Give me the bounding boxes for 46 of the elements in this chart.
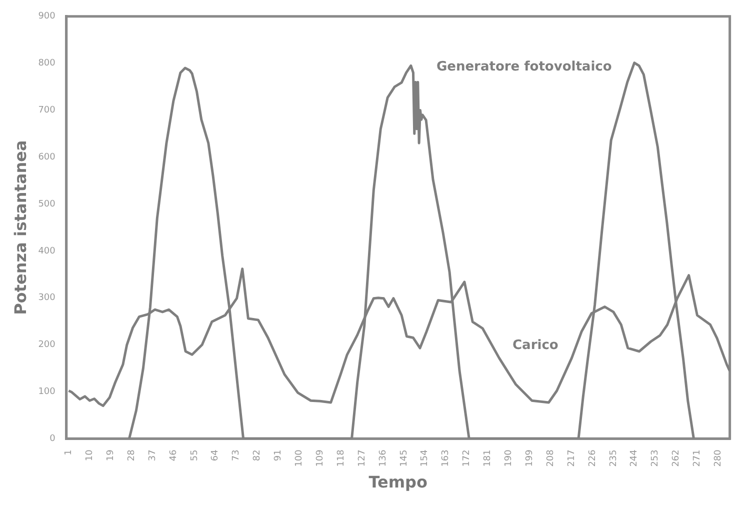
x-tick-label: 253 (650, 450, 661, 467)
series-label: Carico (512, 338, 558, 354)
y-tick-label: 700 (38, 106, 56, 116)
x-tick-label: 1 (64, 450, 74, 456)
x-tick-label: 163 (441, 450, 452, 467)
x-tick-label: 226 (588, 449, 598, 467)
y-tick-label: 900 (38, 12, 56, 22)
series-label: Generatore fotovoltaico (436, 59, 612, 74)
x-tick-label: 73 (232, 450, 242, 462)
y-tick-label: 800 (38, 58, 56, 69)
x-tick-label: 100 (294, 449, 305, 467)
x-tick-label: 55 (190, 450, 200, 462)
y-tick-label: 300 (38, 293, 56, 304)
x-tick-label: 136 (378, 449, 388, 467)
x-tick-label: 91 (274, 450, 284, 462)
y-tick-label: 600 (38, 152, 56, 162)
x-tick-label: 118 (336, 449, 346, 467)
x-tick-label: 190 (504, 449, 514, 467)
x-tick-label: 28 (126, 449, 137, 462)
x-tick-label: 154 (420, 449, 430, 467)
x-tick-label: 82 (252, 450, 263, 462)
y-axis-title: Potenza istantanea (10, 140, 30, 315)
x-tick-label: 280 (714, 449, 724, 467)
y-tick-label: 0 (50, 434, 56, 444)
x-tick-label: 19 (106, 449, 116, 462)
y-tick-label: 500 (38, 199, 56, 210)
x-tick-label: 181 (483, 450, 494, 467)
x-tick-label: 244 (630, 449, 640, 467)
x-tick-label: 172 (462, 450, 472, 467)
x-tick-label: 10 (85, 449, 95, 462)
x-tick-label: 235 (608, 450, 619, 467)
x-tick-label: 37 (148, 450, 158, 462)
x-tick-label: 271 (692, 450, 703, 467)
x-axis-title: Tempo (368, 472, 428, 492)
x-tick-label: 64 (210, 449, 221, 462)
x-tick-label: 262 (672, 450, 682, 467)
x-tick-label: 127 (357, 450, 368, 467)
x-tick-label: 208 (546, 449, 556, 467)
y-tick-label: 400 (38, 246, 56, 256)
y-tick-label: 100 (38, 387, 56, 398)
x-tick-label: 109 (315, 449, 326, 467)
x-tick-label: 217 (566, 450, 577, 467)
x-tick-label: 199 (524, 449, 535, 467)
x-tick-label: 145 (399, 450, 410, 467)
x-tick-label: 46 (168, 449, 179, 462)
y-tick-label: 200 (38, 340, 56, 350)
